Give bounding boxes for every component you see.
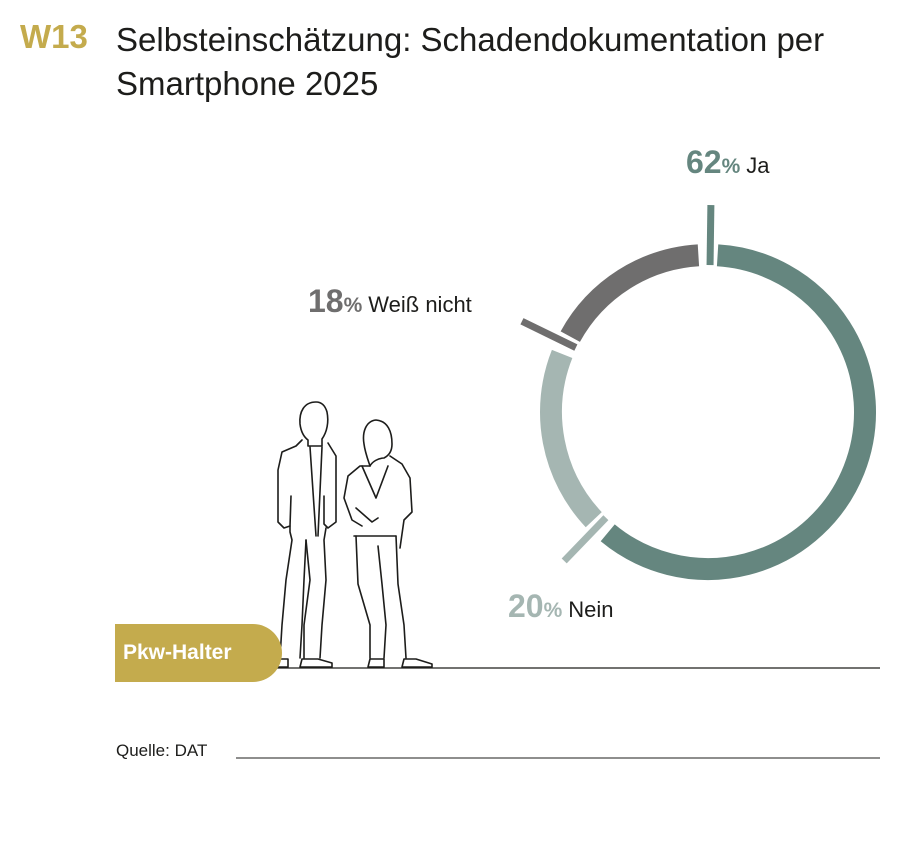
people-illustration-icon (267, 401, 433, 668)
slice-name-nein: Nein (568, 597, 614, 622)
slice-unit-ja: % (721, 155, 741, 178)
source-note: Quelle: DAT (116, 741, 208, 760)
slice-weiss-nicht (560, 244, 700, 343)
figure-code: W13 (20, 18, 88, 55)
leader-line-weiss-nicht (520, 318, 578, 351)
label-leader-lines (520, 204, 715, 564)
respondent-group-badge: Pkw-Halter (115, 624, 282, 682)
slice-unit-nein: % (543, 599, 563, 622)
slice-label-weiss-nicht: 18% Weiß nicht (308, 283, 472, 320)
chart-title: Selbsteinschätzung: Schadendokumentation… (116, 21, 825, 102)
slice-label-ja: 62% Ja (686, 144, 770, 181)
donut-slices (540, 244, 876, 580)
slice-ja (600, 244, 876, 580)
leader-line-nein (561, 515, 609, 564)
slice-value-ja: 62 (686, 144, 722, 180)
slice-name-ja: Ja (746, 153, 770, 178)
slice-value-weiss-nicht: 18 (308, 283, 344, 319)
slice-value-nein: 20 (508, 588, 544, 624)
leader-line-ja (706, 204, 715, 266)
slice-label-nein: 20% Nein (508, 588, 614, 625)
slice-nein (540, 349, 602, 528)
slice-unit-weiss-nicht: % (343, 294, 363, 317)
slice-name-weiss-nicht: Weiß nicht (368, 292, 472, 317)
